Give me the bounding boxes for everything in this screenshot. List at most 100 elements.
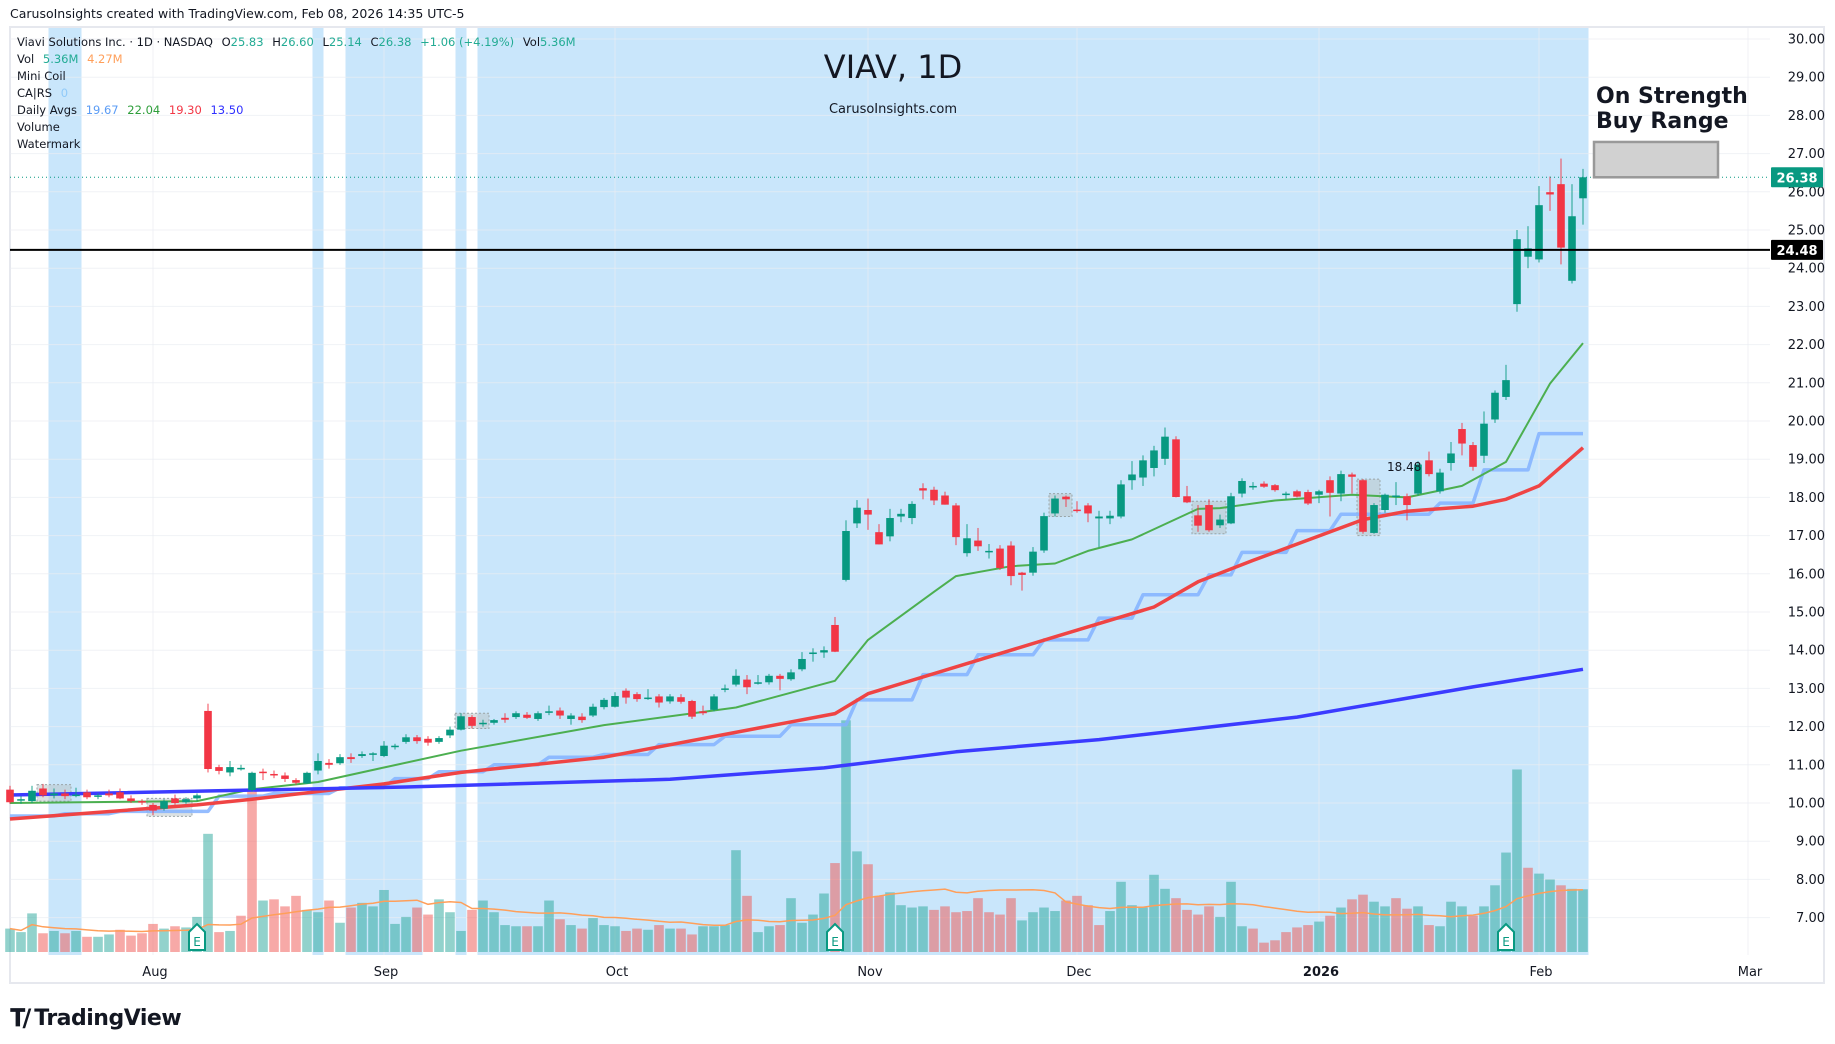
volume-bar — [544, 900, 554, 952]
candle-body — [1183, 496, 1191, 503]
candle-body — [1007, 545, 1015, 577]
earnings-marker[interactable]: E — [1497, 922, 1515, 951]
candle-body — [1425, 460, 1433, 475]
candle — [1216, 514, 1224, 528]
candle — [281, 772, 289, 782]
candle — [1161, 427, 1169, 465]
legend-watermark-row[interactable]: Watermark — [17, 136, 581, 153]
candle — [1381, 493, 1389, 513]
candle-body — [875, 532, 883, 545]
earnings-marker[interactable]: E — [826, 922, 844, 951]
legend-symbol-row[interactable]: Viavi Solutions Inc. · 1D · NASDAQ O25.8… — [17, 34, 581, 51]
price-tick-label: 26.00 — [1788, 185, 1825, 200]
candle — [1425, 451, 1433, 477]
candle — [1238, 478, 1246, 498]
candle-body — [644, 697, 652, 700]
legend-volume-row[interactable]: Volume — [17, 119, 581, 136]
volume-bar — [555, 919, 565, 952]
candle — [314, 753, 322, 775]
volume-bar — [1259, 942, 1269, 952]
volume-bar — [137, 933, 147, 952]
price-tick-label: 24.00 — [1788, 262, 1825, 277]
volume-bar — [1556, 885, 1566, 952]
candle-body — [303, 772, 311, 784]
volume-bar — [401, 916, 411, 952]
volume-bar — [1061, 900, 1071, 952]
volume-bar — [962, 911, 972, 952]
candle-body — [149, 804, 157, 811]
candle-body — [1568, 216, 1576, 281]
candle — [545, 705, 553, 716]
tradingview-logo[interactable]: 𝐓∕ TradingView — [10, 1004, 182, 1032]
volume-bar — [1193, 914, 1203, 952]
candle — [1139, 455, 1147, 486]
candle — [996, 545, 1004, 570]
overlays: 18.48 — [10, 140, 1770, 474]
candle — [413, 735, 421, 744]
low-value: L25.14 — [322, 35, 361, 49]
candle — [1040, 512, 1048, 553]
candle — [919, 483, 927, 500]
candle — [83, 789, 91, 800]
candle-body — [490, 720, 498, 723]
candle — [875, 524, 883, 545]
legend-vol-row[interactable]: Vol 5.36M 4.27M — [17, 51, 581, 68]
indicator-cars-value: 0 — [60, 86, 69, 100]
candle — [1150, 445, 1158, 477]
price-tick-label: 8.00 — [1796, 873, 1825, 888]
candle — [1315, 489, 1323, 504]
daily-avg-1-line — [10, 431, 1583, 818]
candle-body — [1359, 480, 1367, 532]
candle — [1227, 492, 1235, 525]
candle-body — [1392, 495, 1400, 497]
volume-bar — [49, 930, 59, 952]
legend-cars-row[interactable]: CA|RS 0 — [17, 85, 581, 102]
earnings-icon — [826, 922, 844, 951]
candle-body — [116, 792, 124, 799]
price-tick-label: 30.00 — [1788, 33, 1825, 48]
volume-bar — [1171, 898, 1181, 952]
volume-bar — [5, 928, 15, 952]
close-value: C26.38 — [371, 35, 412, 49]
candle — [1326, 476, 1334, 517]
price-tick-label: 15.00 — [1788, 606, 1825, 621]
candle-body — [281, 775, 289, 779]
time-axis[interactable]: Aug Sep Oct Nov Dec 2026 Feb Mar — [142, 965, 1763, 980]
volume-bar — [1017, 920, 1027, 952]
candle-body — [237, 767, 245, 770]
volume-bar — [1457, 906, 1467, 952]
candle — [1073, 501, 1081, 513]
volume-bars — [5, 720, 1588, 952]
candle-body — [1337, 474, 1345, 494]
candle-body — [1238, 480, 1246, 494]
price-tick-label: 18.00 — [1788, 491, 1825, 506]
candle — [149, 803, 157, 816]
candle — [1348, 472, 1356, 494]
candle-body — [1150, 450, 1158, 468]
tradingview-brand-text: TradingView — [34, 1005, 182, 1031]
candle-body — [204, 710, 212, 770]
change-value: +1.06 (+4.19%) — [420, 35, 515, 49]
candle-body — [358, 754, 366, 757]
candle — [380, 741, 388, 758]
legend-daily-avgs-row[interactable]: Daily Avgs 19.67 22.04 19.30 13.50 — [17, 102, 581, 119]
indicator-cars-label: CA|RS — [17, 86, 53, 100]
volume-bar — [16, 932, 26, 952]
buy-range-box — [1592, 140, 1720, 179]
candle — [886, 508, 894, 542]
price-axis[interactable]: 30.00 29.00 28.00 27.00 26.00 25.00 24.00 23.00… — [1771, 33, 1825, 927]
volume-bar — [1116, 881, 1126, 952]
candle — [292, 778, 300, 785]
candle-body — [809, 652, 817, 655]
candle — [1194, 505, 1202, 532]
volume-bar — [93, 936, 103, 952]
volume-bar — [1358, 894, 1368, 952]
earnings-marker[interactable]: E — [188, 922, 206, 951]
symbol-name[interactable]: Viavi Solutions Inc. · 1D · NASDAQ — [17, 35, 213, 49]
legend-mini-coil-row[interactable]: Mini Coil — [17, 68, 581, 85]
candle-body — [787, 672, 795, 680]
close-label: C — [370, 35, 379, 49]
daily-avg-2-value: 22.04 — [127, 103, 161, 117]
